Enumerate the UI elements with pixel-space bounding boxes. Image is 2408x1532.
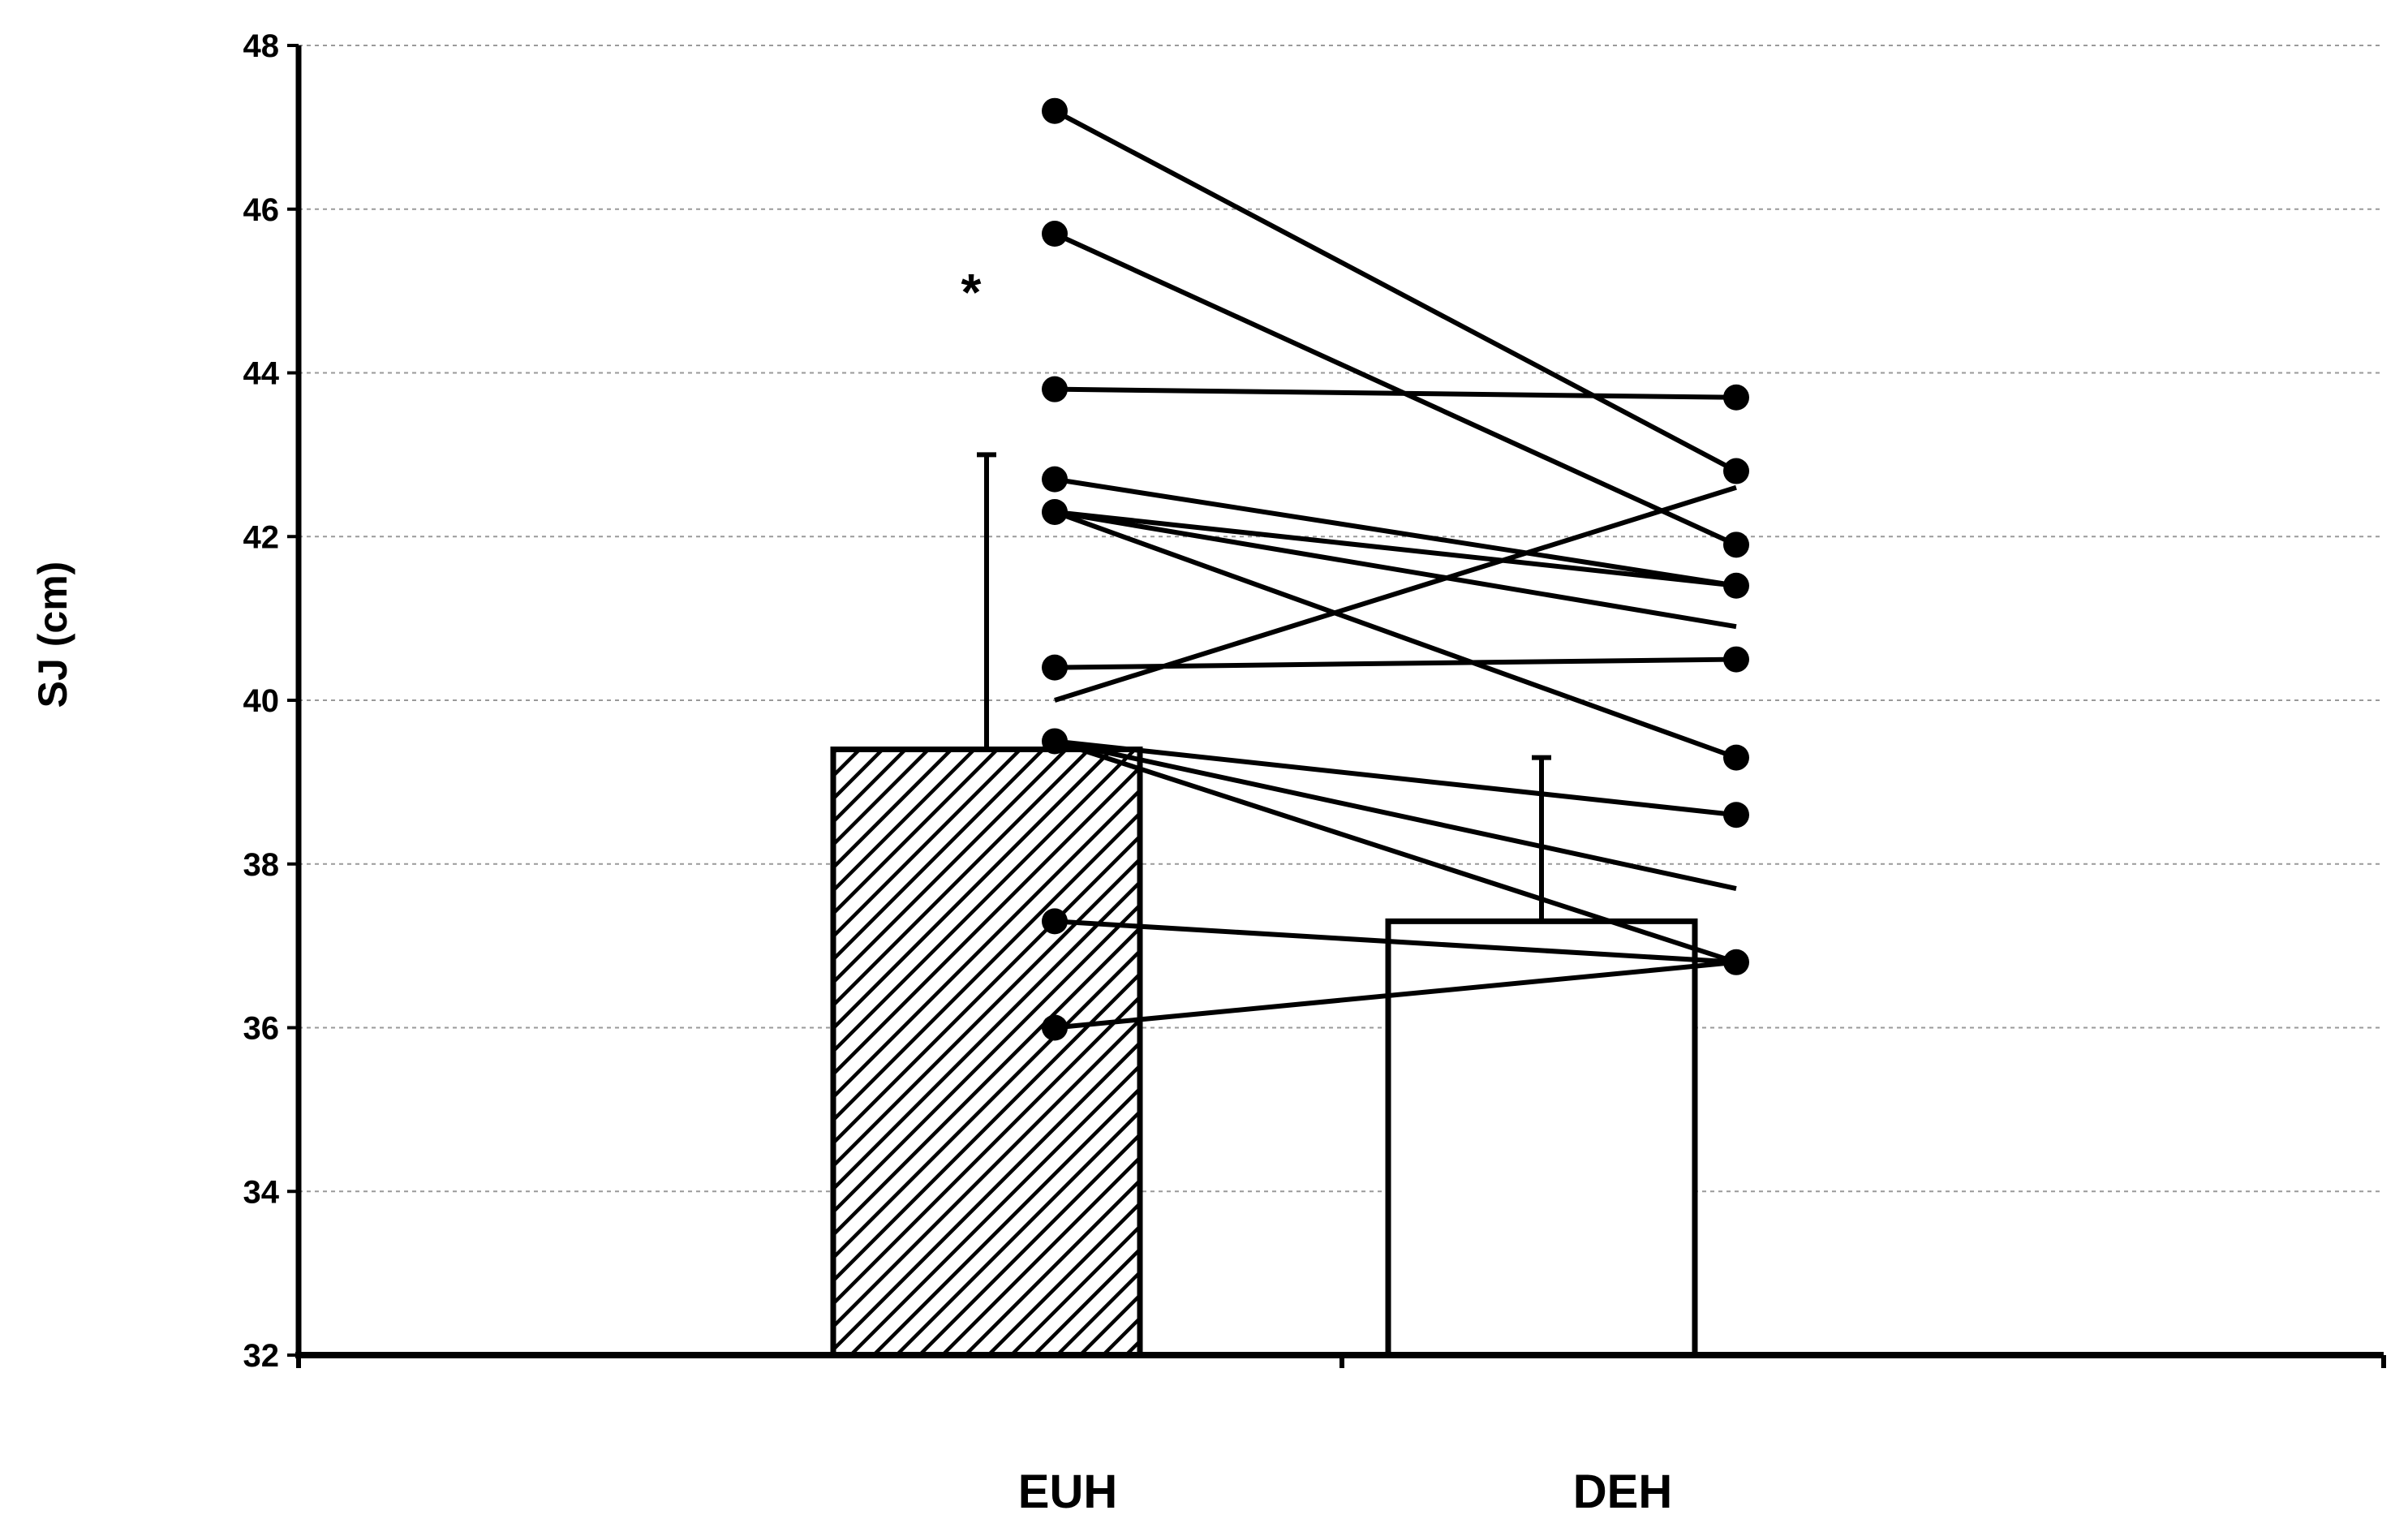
y-tick-label: 36	[243, 1011, 280, 1047]
subject-line	[1054, 386, 1737, 400]
paired-lines	[1053, 109, 1738, 1031]
bar-deh	[1385, 918, 1698, 1358]
bars	[830, 747, 1698, 1358]
deh-point	[1723, 949, 1749, 975]
error-bars	[977, 452, 1551, 922]
individual-markers	[1042, 97, 1749, 1041]
category-label-euh: EUH	[1018, 1465, 1117, 1518]
y-tick-label: 42	[243, 519, 280, 555]
euh-point	[1042, 908, 1068, 935]
subject-line	[1054, 738, 1737, 965]
labels: SJ (cm) * 32 34 36 38 40 42 44 46 48 EUH DEH	[30, 28, 1672, 1518]
subject-line	[1054, 510, 1737, 630]
category-label-deh: DEH	[1573, 1465, 1672, 1518]
deh-point	[1723, 802, 1749, 828]
subject-line	[1054, 738, 1737, 818]
y-tick-label: 38	[243, 847, 280, 883]
y-axis-title: SJ (cm)	[30, 562, 75, 708]
euh-point	[1042, 466, 1068, 493]
y-tick-label: 40	[243, 683, 280, 719]
axes	[287, 44, 2386, 1368]
deh-point	[1723, 458, 1749, 484]
subject-line	[1054, 919, 1737, 965]
y-tick-label: 48	[243, 28, 280, 64]
deh-point	[1723, 744, 1749, 771]
euh-point	[1042, 376, 1068, 402]
euh-point	[1042, 498, 1068, 525]
subject-line	[1054, 510, 1737, 588]
euh-point	[1042, 728, 1068, 755]
significance-asterisk: *	[961, 263, 982, 321]
deh-point	[1723, 646, 1749, 673]
subject-line	[1053, 231, 1738, 548]
y-tick-label: 34	[243, 1174, 280, 1210]
euh-point	[1042, 654, 1068, 681]
y-tick-label: 46	[243, 192, 280, 228]
bar-euh	[830, 747, 1143, 1358]
deh-point	[1723, 531, 1749, 558]
euh-point	[1042, 1014, 1068, 1041]
subject-line	[1054, 738, 1737, 891]
deh-point	[1723, 384, 1749, 411]
subject-line	[1054, 476, 1737, 588]
subject-line	[1054, 959, 1737, 1031]
subject-line	[1053, 109, 1738, 474]
subject-line	[1053, 510, 1738, 760]
y-tick-label: 44	[243, 356, 280, 392]
euh-point	[1042, 97, 1068, 124]
gridlines	[299, 45, 2384, 1193]
deh-point	[1723, 572, 1749, 599]
euh-point	[1042, 221, 1068, 247]
y-tick-label: 32	[243, 1338, 280, 1374]
subject-line	[1054, 484, 1737, 703]
